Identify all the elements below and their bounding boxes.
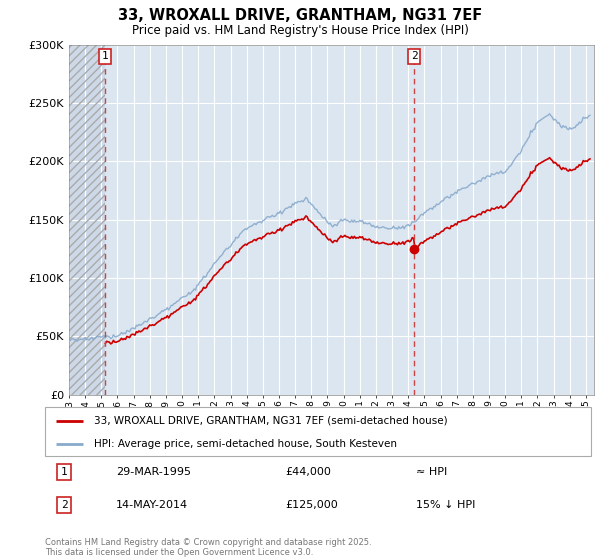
Text: 29-MAR-1995: 29-MAR-1995 (116, 467, 191, 477)
Polygon shape (69, 45, 106, 395)
Text: 15% ↓ HPI: 15% ↓ HPI (416, 500, 476, 510)
Text: 1: 1 (102, 52, 109, 62)
Text: 2: 2 (61, 500, 67, 510)
Text: £44,000: £44,000 (285, 467, 331, 477)
Text: Price paid vs. HM Land Registry's House Price Index (HPI): Price paid vs. HM Land Registry's House … (131, 24, 469, 36)
Text: 33, WROXALL DRIVE, GRANTHAM, NG31 7EF (semi-detached house): 33, WROXALL DRIVE, GRANTHAM, NG31 7EF (s… (94, 416, 448, 426)
Text: 2: 2 (411, 52, 418, 62)
Text: Contains HM Land Registry data © Crown copyright and database right 2025.
This d: Contains HM Land Registry data © Crown c… (45, 538, 371, 557)
Text: HPI: Average price, semi-detached house, South Kesteven: HPI: Average price, semi-detached house,… (94, 439, 397, 449)
Text: 1: 1 (61, 467, 67, 477)
Text: £125,000: £125,000 (285, 500, 338, 510)
Text: 33, WROXALL DRIVE, GRANTHAM, NG31 7EF: 33, WROXALL DRIVE, GRANTHAM, NG31 7EF (118, 8, 482, 24)
Text: ≈ HPI: ≈ HPI (416, 467, 448, 477)
Text: 14-MAY-2014: 14-MAY-2014 (116, 500, 188, 510)
